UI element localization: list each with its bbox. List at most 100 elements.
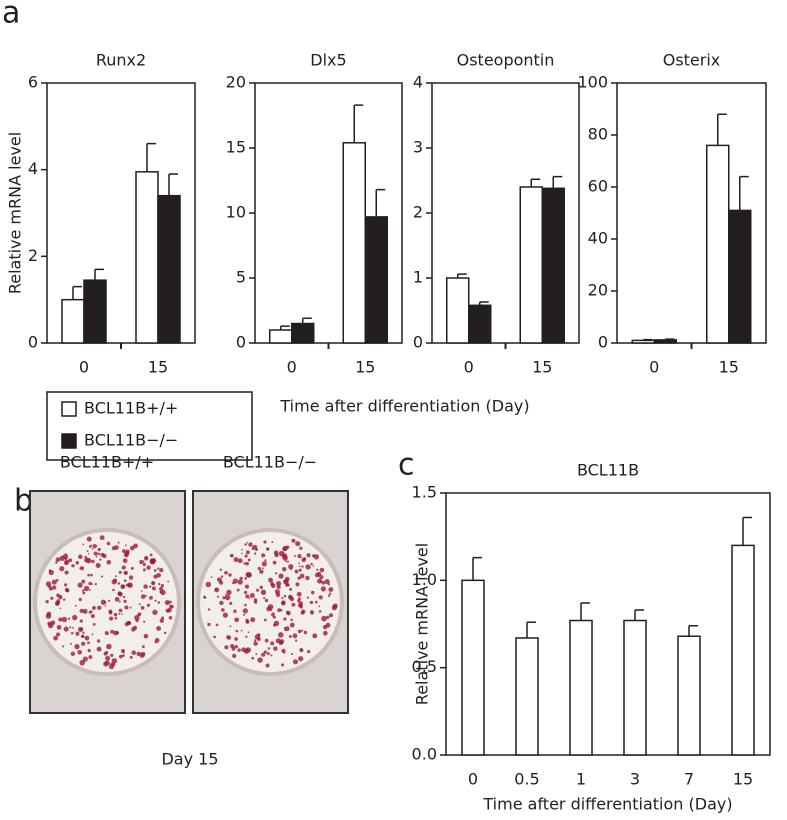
stain <box>261 652 266 657</box>
x-tick-label: 0 <box>287 358 297 377</box>
stain <box>242 608 248 614</box>
bar <box>653 339 677 344</box>
stain <box>122 595 126 599</box>
stain <box>298 565 301 568</box>
stain <box>290 567 293 570</box>
y-tick-label: 1 <box>413 268 423 287</box>
error-bar <box>642 338 653 341</box>
y-tick-label: 80 <box>588 125 608 144</box>
y-tick-label: 5 <box>236 268 246 287</box>
stain <box>300 611 305 615</box>
stain <box>69 626 72 629</box>
stain <box>99 558 102 561</box>
stain <box>245 594 250 599</box>
stain <box>283 617 287 621</box>
stain <box>226 589 232 596</box>
y-tick-label: 1.0 <box>412 570 437 589</box>
stain <box>288 563 294 570</box>
stain <box>117 582 121 585</box>
stain <box>226 635 232 640</box>
stain <box>244 577 247 580</box>
stain <box>123 599 127 603</box>
stain <box>290 618 293 622</box>
stain <box>316 571 322 577</box>
stain <box>140 605 145 610</box>
stain <box>230 553 234 558</box>
stain <box>301 565 304 568</box>
stain <box>74 604 77 607</box>
stain <box>132 625 138 630</box>
stain <box>152 609 158 615</box>
stain <box>56 599 61 603</box>
stain <box>219 580 224 585</box>
stain <box>68 558 73 563</box>
stain <box>99 535 105 541</box>
stain <box>210 576 213 578</box>
stain <box>83 585 90 592</box>
stain <box>245 647 251 653</box>
stain <box>55 632 61 637</box>
error-bar <box>742 516 752 546</box>
stain <box>319 574 324 580</box>
stain <box>58 617 63 622</box>
x-tick-label: 3 <box>630 770 640 789</box>
stain <box>253 639 257 642</box>
stain <box>247 558 251 562</box>
stain <box>277 608 282 613</box>
y-axis-label: Relative mRNA level <box>6 132 25 294</box>
error-bar <box>580 602 590 621</box>
stain <box>299 648 304 653</box>
stain <box>160 589 166 596</box>
stain <box>264 638 269 643</box>
legend-label: BCL11B−/− <box>84 431 178 450</box>
photo <box>192 490 349 714</box>
stain <box>138 603 141 606</box>
stain <box>286 610 290 615</box>
stain <box>106 541 111 546</box>
bar <box>728 209 752 344</box>
stain <box>294 569 299 574</box>
bar <box>519 186 543 344</box>
plot-frame <box>445 492 771 756</box>
stain <box>69 642 72 645</box>
stain <box>91 547 94 550</box>
stain <box>105 655 111 661</box>
bar <box>623 619 647 756</box>
stain <box>271 583 276 589</box>
stain <box>88 655 93 660</box>
error-bar <box>717 113 727 146</box>
stain <box>245 561 249 566</box>
error-bar <box>353 104 364 143</box>
stain <box>272 560 277 565</box>
stain <box>303 630 308 635</box>
stain <box>50 620 56 626</box>
y-tick-label: 1.5 <box>412 483 437 502</box>
stain <box>56 624 62 630</box>
y-tick-label: 0 <box>413 333 423 352</box>
stain <box>242 613 246 616</box>
stain <box>89 589 91 591</box>
bar <box>631 339 655 344</box>
stain <box>237 648 241 652</box>
stain <box>82 631 85 634</box>
stain <box>149 558 156 565</box>
stain <box>67 617 71 620</box>
stain <box>49 588 52 591</box>
stain <box>229 625 232 628</box>
stain <box>244 543 247 546</box>
stain <box>266 547 270 551</box>
error-bar <box>146 142 156 172</box>
stain <box>52 585 57 590</box>
stain <box>255 652 258 655</box>
stain <box>270 641 275 646</box>
panel-label: c <box>398 448 415 483</box>
stain <box>300 606 303 609</box>
stain <box>95 555 98 558</box>
stain <box>260 589 267 595</box>
error-bar <box>280 325 290 330</box>
stain <box>234 637 238 641</box>
y-tick-label: 40 <box>588 229 608 248</box>
stain <box>88 545 92 548</box>
stain <box>274 572 278 575</box>
stain <box>110 629 115 634</box>
